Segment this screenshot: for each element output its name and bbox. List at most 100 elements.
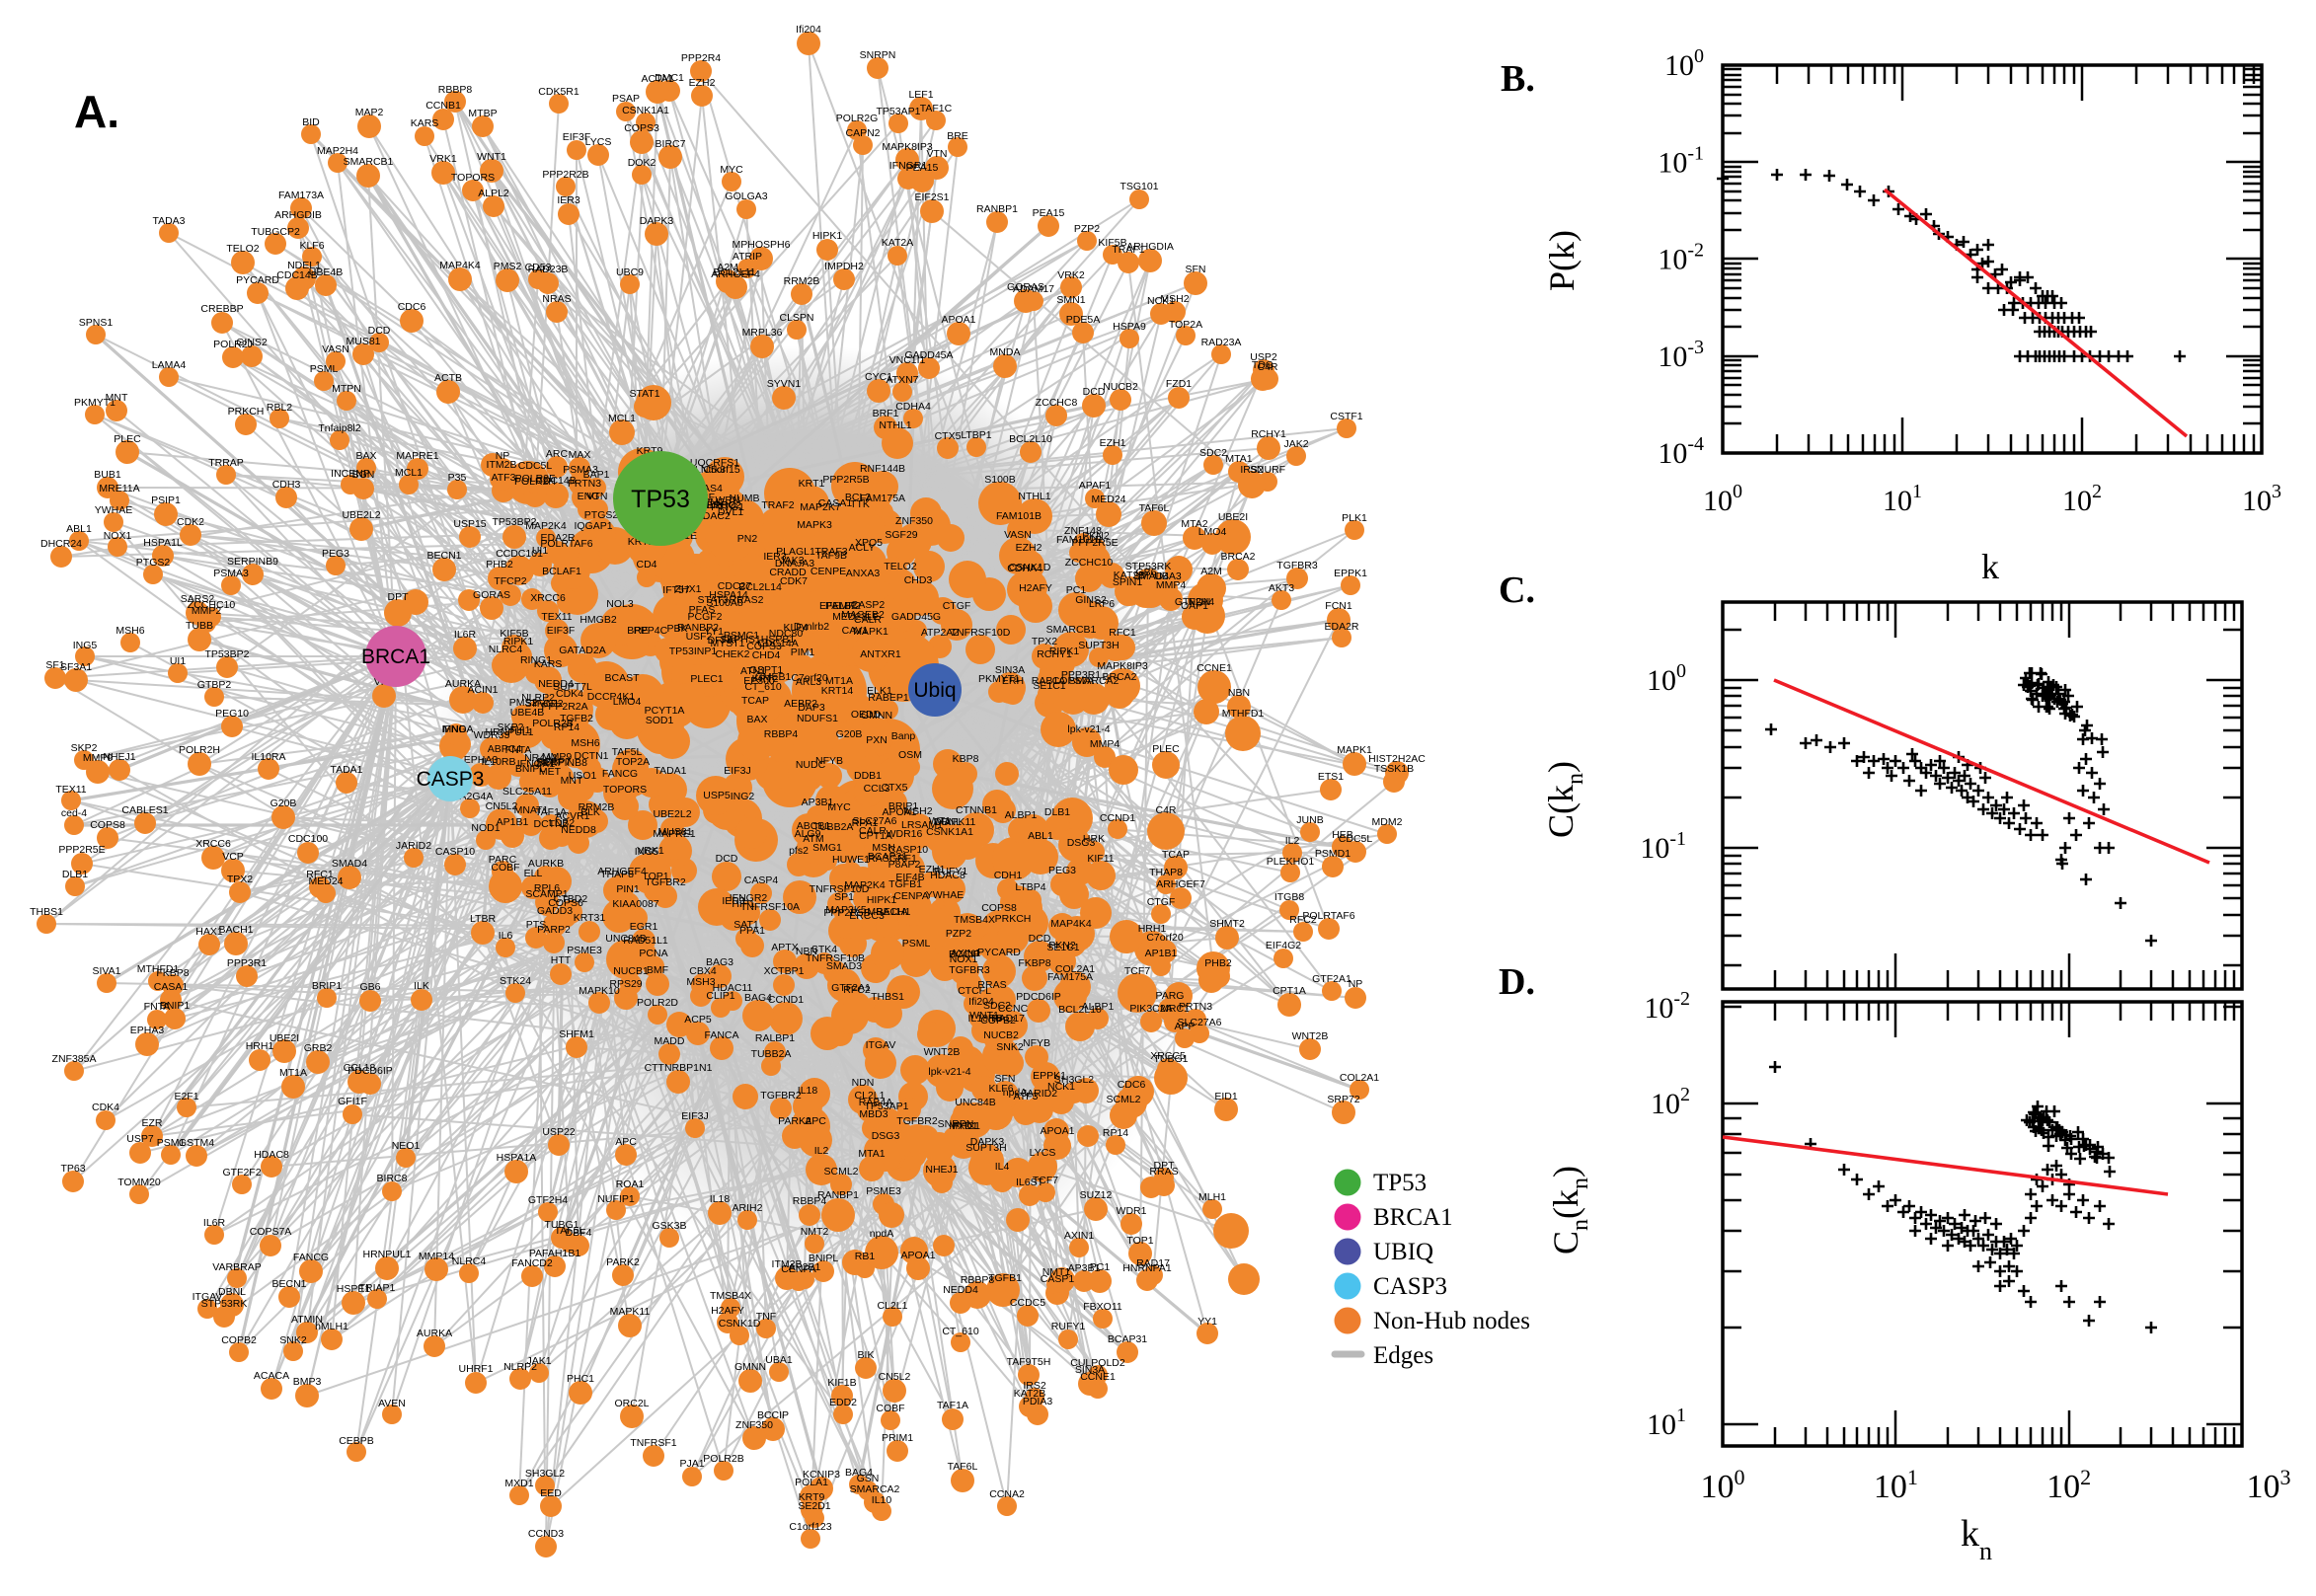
- svg-text:TOP1: TOP1: [1126, 1235, 1153, 1247]
- svg-text:PTGS2: PTGS2: [584, 509, 619, 521]
- svg-text:TUBB2A: TUBB2A: [751, 1048, 792, 1060]
- svg-text:RPL6: RPL6: [534, 882, 560, 894]
- svg-text:XCTBP1: XCTBP1: [764, 965, 805, 977]
- svg-text:SUPT3H: SUPT3H: [1078, 640, 1119, 651]
- svg-text:UBA1: UBA1: [765, 1354, 793, 1366]
- svg-text:ITGB8: ITGB8: [1274, 891, 1305, 903]
- svg-text:VARBRAP: VARBRAP: [212, 1261, 261, 1273]
- svg-text:FAM175A: FAM175A: [1047, 971, 1093, 983]
- svg-text:PMS2: PMS2: [494, 261, 522, 272]
- svg-text:TNFRSF1: TNFRSF1: [630, 1437, 676, 1449]
- svg-text:MTA2: MTA2: [1181, 518, 1207, 530]
- svg-text:SMAD3: SMAD3: [826, 960, 862, 972]
- svg-text:CAPN2: CAPN2: [845, 127, 880, 139]
- svg-text:CTX5: CTX5: [935, 430, 962, 442]
- svg-text:KRT31: KRT31: [574, 912, 606, 924]
- svg-text:PSME3: PSME3: [866, 1185, 901, 1197]
- svg-text:BID: BID: [302, 116, 320, 128]
- svg-text:PSIP1: PSIP1: [151, 494, 181, 506]
- svg-text:HEB: HEB: [1332, 829, 1353, 841]
- svg-text:MDM2: MDM2: [1372, 816, 1403, 828]
- svg-text:EIF3F: EIF3F: [547, 625, 576, 637]
- svg-text:TEX11: TEX11: [55, 784, 86, 796]
- svg-text:POLR2H: POLR2H: [514, 476, 556, 488]
- svg-text:CDC5L: CDC5L: [518, 460, 553, 472]
- svg-text:IER3: IER3: [722, 895, 745, 907]
- svg-text:SMARCB1: SMARCB1: [344, 156, 394, 168]
- svg-text:BUB1: BUB1: [94, 469, 121, 481]
- svg-text:HSPA1L: HSPA1L: [143, 537, 183, 549]
- svg-text:TGFBR2: TGFBR2: [896, 1115, 938, 1127]
- svg-text:PYCARD: PYCARD: [236, 274, 279, 286]
- svg-text:CTX5: CTX5: [882, 782, 908, 794]
- svg-text:UNC84B: UNC84B: [605, 933, 646, 945]
- svg-text:ARHGEF7: ARHGEF7: [1156, 878, 1205, 890]
- svg-text:EPPK1: EPPK1: [1033, 1070, 1066, 1082]
- svg-text:KARS: KARS: [411, 117, 439, 129]
- svg-text:A2M: A2M: [717, 262, 738, 273]
- svg-text:BRIP1: BRIP1: [312, 980, 343, 992]
- svg-text:TUBB: TUBB: [186, 620, 213, 632]
- svg-text:STK24: STK24: [500, 975, 531, 987]
- svg-text:LEF1: LEF1: [908, 89, 933, 101]
- svg-text:BAX: BAX: [355, 450, 376, 462]
- svg-text:PFAS: PFAS: [689, 604, 716, 616]
- svg-text:MAPK1: MAPK1: [853, 626, 888, 638]
- svg-text:VTN: VTN: [927, 148, 948, 160]
- svg-text:ATM: ATM: [803, 833, 823, 845]
- svg-text:MTA1: MTA1: [858, 1148, 885, 1160]
- svg-text:NUFIP1: NUFIP1: [597, 1193, 635, 1205]
- svg-text:WDR1: WDR1: [1117, 1205, 1147, 1217]
- svg-text:NCK1: NCK1: [1147, 295, 1175, 307]
- svg-text:BMP3: BMP3: [293, 1376, 322, 1388]
- svg-text:PIN1: PIN1: [616, 883, 640, 895]
- svg-text:ADAM17: ADAM17: [1013, 283, 1054, 295]
- svg-text:RB1: RB1: [855, 1251, 876, 1262]
- svg-text:HIPK1: HIPK1: [812, 230, 843, 242]
- svg-text:TCF7: TCF7: [1124, 965, 1150, 977]
- svg-text:ZCCHC10: ZCCHC10: [1065, 557, 1114, 569]
- svg-text:GMNN: GMNN: [861, 710, 892, 722]
- svg-text:NOL3: NOL3: [606, 598, 634, 610]
- svg-text:GB6: GB6: [1135, 567, 1156, 578]
- svg-text:CDH3: CDH3: [272, 479, 301, 491]
- svg-text:TOP2A: TOP2A: [1169, 319, 1202, 331]
- svg-text:EIF3J: EIF3J: [681, 1110, 708, 1122]
- svg-text:NMT2: NMT2: [801, 1226, 829, 1238]
- svg-text:GB6: GB6: [359, 981, 380, 993]
- svg-text:PRTN3: PRTN3: [1179, 1001, 1212, 1013]
- svg-text:FANCA: FANCA: [704, 1029, 738, 1041]
- svg-text:CASP10: CASP10: [435, 846, 475, 858]
- svg-text:SCML2: SCML2: [1106, 1094, 1140, 1105]
- svg-text:TGFBR3: TGFBR3: [1276, 560, 1318, 571]
- svg-text:NMT1: NMT1: [1042, 1266, 1071, 1278]
- svg-text:CDH1: CDH1: [994, 870, 1023, 881]
- svg-text:TUBB2A: TUBB2A: [813, 821, 854, 833]
- svg-text:MMP4: MMP4: [1090, 738, 1119, 750]
- svg-text:RABEP1: RABEP1: [868, 692, 909, 704]
- svg-text:EPPK1: EPPK1: [1334, 568, 1367, 579]
- svg-text:CN5L2: CN5L2: [486, 800, 518, 812]
- svg-text:CL2L1: CL2L1: [878, 1300, 908, 1312]
- svg-text:NLRC4: NLRC4: [452, 1255, 487, 1267]
- svg-text:CCDC5: CCDC5: [1010, 1297, 1045, 1309]
- svg-text:ACP5: ACP5: [684, 1014, 712, 1026]
- svg-text:SHFM1: SHFM1: [559, 1028, 594, 1040]
- svg-text:COPB2: COPB2: [980, 1015, 1016, 1026]
- svg-text:TAF1C: TAF1C: [920, 103, 953, 114]
- svg-text:npdA: npdA: [870, 1228, 894, 1240]
- svg-text:TMSB4X: TMSB4X: [954, 914, 995, 926]
- svg-text:EZH2: EZH2: [689, 77, 716, 89]
- svg-text:STP53RK: STP53RK: [201, 1298, 248, 1310]
- svg-text:ING5: ING5: [73, 640, 98, 651]
- svg-text:GTF2A1: GTF2A1: [1312, 973, 1351, 985]
- svg-text:MED23LE: MED23LE: [832, 611, 880, 623]
- svg-text:NUMB: NUMB: [730, 493, 760, 504]
- svg-text:NTHL1: NTHL1: [879, 419, 911, 431]
- svg-text:SYVN1: SYVN1: [767, 378, 802, 390]
- svg-text:JARID2: JARID2: [396, 840, 431, 852]
- svg-text:RP14: RP14: [1103, 1127, 1128, 1139]
- svg-text:EGR1: EGR1: [630, 921, 658, 933]
- svg-text:BAG3: BAG3: [706, 956, 733, 968]
- svg-text:TP53AP1: TP53AP1: [877, 106, 921, 117]
